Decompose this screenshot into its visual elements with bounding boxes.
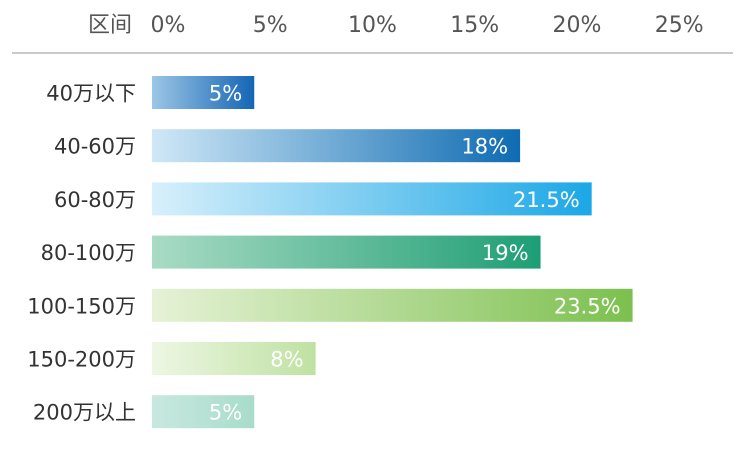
x-tick-label: 10% bbox=[348, 13, 397, 38]
category-labels: 40万以下 40-60万 60-80万 80-100万 100-150万 150-200万… bbox=[27, 82, 136, 425]
bars bbox=[152, 76, 633, 429]
category-label: 150-200万 bbox=[27, 348, 136, 372]
x-tick-label: 0% bbox=[151, 13, 186, 38]
x-tick-label: 20% bbox=[553, 13, 602, 38]
bar bbox=[152, 235, 541, 269]
x-tick-label: 5% bbox=[253, 13, 288, 38]
value-label: 5% bbox=[209, 401, 242, 425]
bar bbox=[152, 395, 255, 429]
bar bbox=[152, 342, 316, 375]
x-axis-ticks: 0% 5% 10% 15% 20% 25% bbox=[151, 13, 704, 38]
value-label: 8% bbox=[270, 348, 303, 372]
bar bbox=[152, 76, 255, 109]
x-tick-label: 15% bbox=[450, 13, 499, 38]
bar bbox=[152, 182, 592, 216]
category-label: 80-100万 bbox=[41, 241, 136, 265]
value-label: 21.5% bbox=[513, 188, 580, 212]
value-label: 18% bbox=[461, 135, 508, 159]
x-tick-label: 25% bbox=[655, 13, 704, 38]
value-label: 23.5% bbox=[554, 294, 621, 318]
category-label: 60-80万 bbox=[54, 188, 136, 212]
category-label: 40-60万 bbox=[54, 135, 136, 159]
bar bbox=[152, 288, 633, 322]
category-label: 40万以下 bbox=[46, 82, 136, 106]
bar bbox=[152, 129, 521, 163]
header-label: 区间 bbox=[88, 13, 132, 38]
category-label: 100-150万 bbox=[27, 294, 136, 318]
value-label: 19% bbox=[482, 241, 529, 265]
value-label: 5% bbox=[209, 82, 242, 106]
category-label: 200万以上 bbox=[33, 401, 136, 425]
value-labels: 5% 18% 21.5% 19% 23.5% 8% 5% bbox=[209, 82, 621, 425]
